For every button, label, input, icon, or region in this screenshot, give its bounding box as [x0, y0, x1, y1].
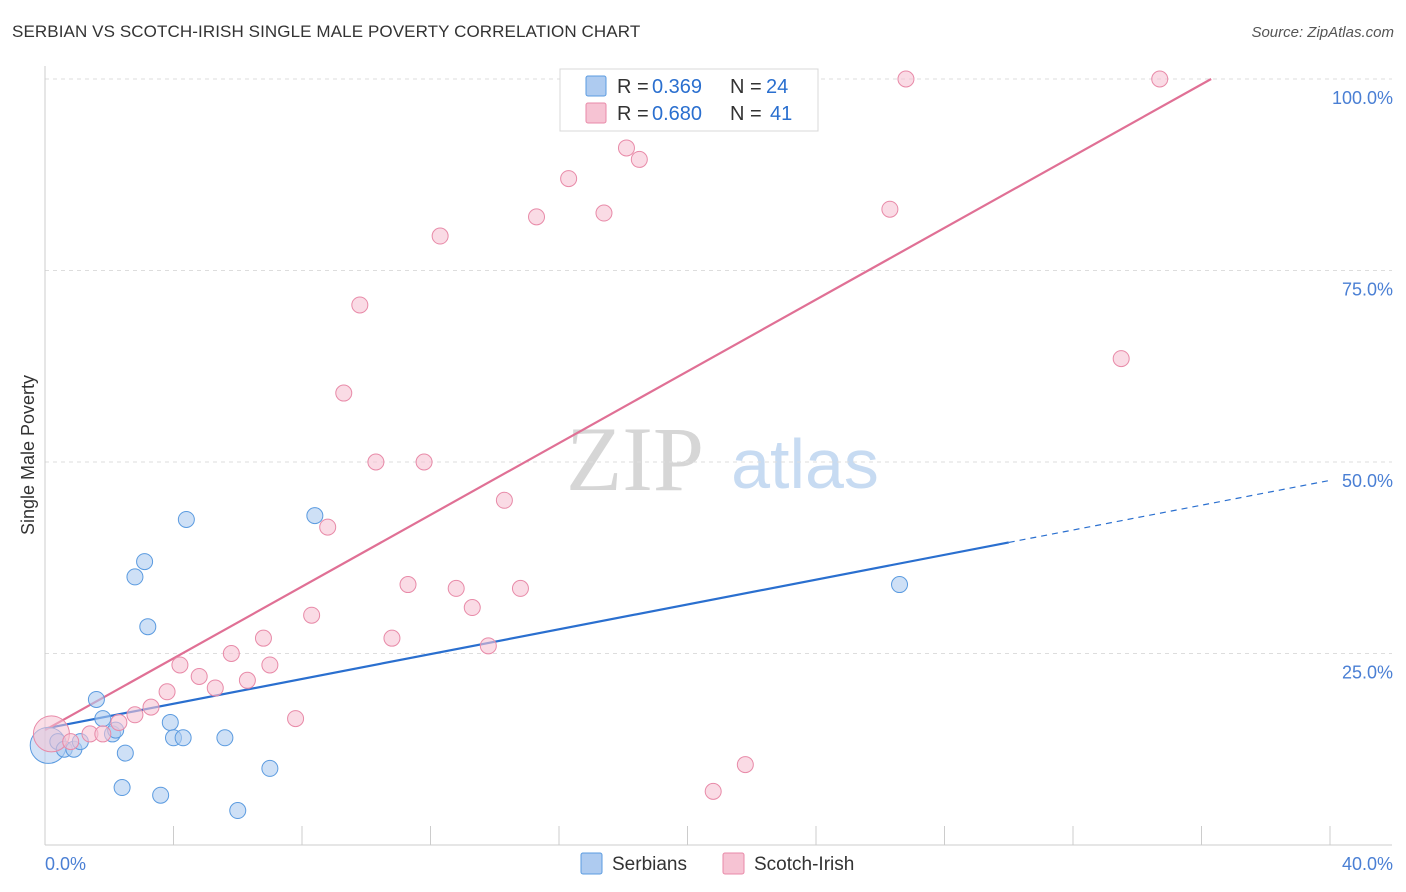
bottom-legend-label-scotch-irish: Scotch-Irish — [754, 854, 854, 875]
watermark-atlas: atlas — [731, 425, 879, 503]
point-scotch-irish-35 — [704, 782, 722, 800]
point-scotch-irish-32 — [595, 204, 613, 222]
stats-legend: R = 0.369 N = 24 R = 0.680 N = 41 — [559, 68, 819, 132]
y-tick-label-100: 100.0% — [1332, 88, 1393, 108]
point-scotch-irish-34 — [630, 150, 648, 168]
point-serbians-19 — [216, 729, 234, 747]
point-scotch-irish-29 — [511, 579, 529, 597]
point-scotch-irish-40 — [1151, 70, 1169, 88]
point-scotch-irish-26 — [463, 599, 481, 617]
x-tick-label-min: 0.0% — [45, 854, 86, 874]
point-scotch-irish-12 — [238, 671, 256, 689]
point-scotch-irish-20 — [367, 453, 385, 471]
point-scotch-irish-5 — [126, 706, 144, 724]
y-tick-label-75: 75.0% — [1342, 280, 1393, 300]
y-tick-label-25: 25.0% — [1342, 663, 1393, 683]
grid-lines — [45, 78, 1392, 654]
point-scotch-irish-37 — [881, 200, 899, 218]
legend-n-value-1: 24 — [766, 76, 788, 98]
trendline-scotch-irish — [44, 78, 1212, 732]
legend-n-label-2: N = — [730, 103, 762, 125]
point-scotch-irish-19 — [351, 296, 369, 314]
point-scotch-irish-22 — [399, 576, 417, 594]
bottom-legend-swatch-serbians — [580, 852, 603, 875]
point-serbians-23 — [891, 576, 909, 594]
y-tick-label-50: 50.0% — [1342, 471, 1393, 491]
point-scotch-irish-23 — [415, 453, 433, 471]
point-serbians-12 — [136, 553, 154, 571]
legend-r-value-1: 0.369 — [652, 76, 702, 98]
point-scotch-irish-21 — [383, 629, 401, 647]
point-scotch-irish-8 — [171, 656, 189, 674]
point-scotch-irish-3 — [94, 725, 112, 743]
point-scotch-irish-13 — [254, 629, 272, 647]
legend-swatch-scotch-irish — [585, 102, 607, 124]
legend-n-value-2: 41 — [770, 103, 792, 125]
point-scotch-irish-1 — [62, 733, 80, 751]
point-scotch-irish-28 — [495, 491, 513, 509]
point-scotch-irish-15 — [287, 710, 305, 728]
point-scotch-irish-24 — [431, 227, 449, 245]
legend-r-label-2: R = — [617, 103, 649, 125]
point-scotch-irish-30 — [528, 208, 546, 226]
bottom-legend-swatch-scotch-irish — [722, 852, 745, 875]
y-axis-title: Single Male Poverty — [18, 375, 38, 535]
point-scotch-irish-25 — [447, 579, 465, 597]
point-scotch-irish-16 — [303, 606, 321, 624]
point-scotch-irish-4 — [110, 713, 128, 731]
point-serbians-10 — [113, 779, 131, 797]
point-serbians-6 — [94, 710, 112, 728]
point-scotch-irish-39 — [1112, 350, 1130, 368]
trendline-serbians — [44, 541, 1009, 730]
point-scotch-irish-38 — [897, 70, 915, 88]
series-legend: Serbians Scotch-Irish — [580, 852, 854, 875]
watermark-zip: ZIP — [566, 408, 704, 510]
point-scotch-irish-18 — [335, 384, 353, 402]
point-serbians-17 — [174, 729, 192, 747]
point-scotch-irish-6 — [142, 698, 160, 716]
legend-r-label-1: R = — [617, 76, 649, 98]
legend-swatch-serbians — [585, 75, 607, 97]
point-scotch-irish-36 — [736, 756, 754, 774]
point-scotch-irish-27 — [479, 637, 497, 655]
point-scotch-irish-31 — [560, 170, 578, 188]
chart-title: SERBIAN VS SCOTCH-IRISH SINGLE MALE POVE… — [12, 22, 641, 41]
point-scotch-irish-9 — [190, 667, 208, 685]
axes — [44, 66, 1392, 846]
point-serbians-5 — [87, 690, 105, 708]
point-serbians-15 — [161, 713, 179, 731]
point-serbians-14 — [152, 786, 170, 804]
data-points — [29, 70, 1169, 820]
axis-labels: 25.0% 50.0% 75.0% 100.0% 0.0% 40.0% Single Mal… — [18, 88, 1393, 874]
point-serbians-11 — [126, 568, 144, 586]
source-credit: Source: ZipAtlas.com — [1251, 24, 1394, 41]
point-serbians-13 — [139, 618, 157, 636]
point-serbians-22 — [306, 507, 324, 525]
point-serbians-20 — [229, 802, 247, 820]
point-serbians-9 — [116, 744, 134, 762]
point-scotch-irish-10 — [206, 679, 224, 697]
legend-r-value-2: 0.680 — [652, 103, 702, 125]
point-scotch-irish-14 — [261, 656, 279, 674]
point-scotch-irish-17 — [319, 518, 337, 536]
x-tick-label-max: 40.0% — [1342, 854, 1393, 874]
point-scotch-irish-7 — [158, 683, 176, 701]
point-scotch-irish-11 — [222, 645, 240, 662]
bottom-legend-label-serbians: Serbians — [612, 854, 687, 875]
point-scotch-irish-33 — [617, 139, 635, 157]
legend-n-label-1: N = — [730, 76, 762, 98]
trendline-extension-serbians — [1008, 479, 1331, 544]
trend-lines — [44, 78, 1331, 732]
point-serbians-21 — [261, 759, 279, 777]
point-serbians-18 — [177, 510, 195, 528]
